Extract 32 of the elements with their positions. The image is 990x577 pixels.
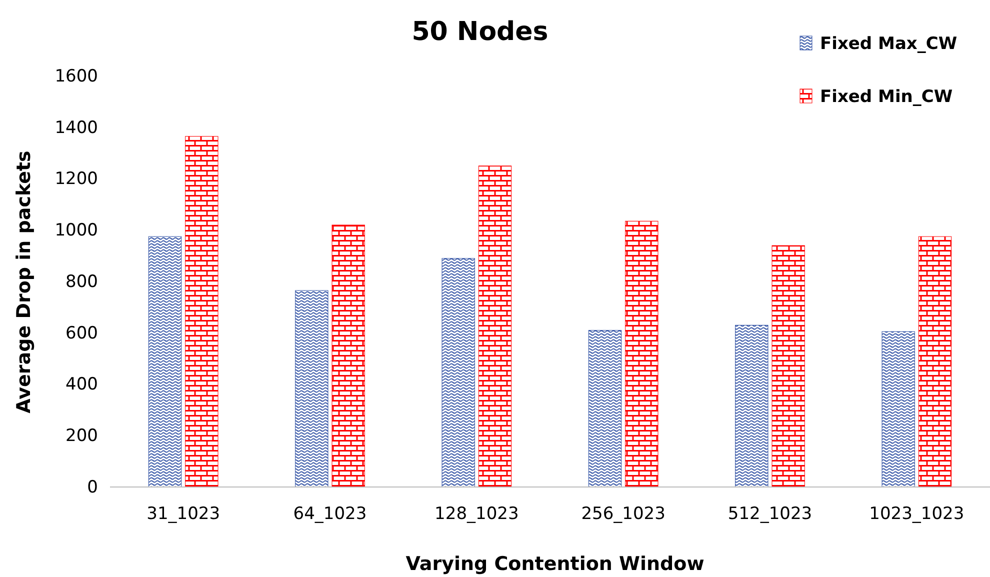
x-tick-label: 512_1023 xyxy=(728,504,812,524)
bar xyxy=(148,236,182,488)
y-tick-label: 200 xyxy=(66,426,98,446)
x-tick-label: 64_1023 xyxy=(293,504,367,524)
y-tick-label: 600 xyxy=(66,323,98,344)
bar xyxy=(478,166,512,488)
bar xyxy=(882,331,915,488)
y-tick-label: 1000 xyxy=(54,220,98,241)
bar xyxy=(332,224,365,488)
y-tick-label: 0 xyxy=(87,477,98,498)
bar xyxy=(735,324,768,488)
legend-label: Fixed Max_CW xyxy=(820,34,958,54)
bar xyxy=(918,236,952,488)
y-tick-label: 1400 xyxy=(54,118,98,138)
bar xyxy=(185,136,218,488)
x-tick-label: 256_1023 xyxy=(581,504,666,524)
bar xyxy=(772,245,805,488)
y-tick-label: 400 xyxy=(66,374,98,395)
x-axis-title: Varying Contention Window xyxy=(406,553,704,575)
x-tick-label: 31_1023 xyxy=(146,504,220,524)
bar xyxy=(588,330,622,488)
bar xyxy=(442,258,475,488)
x-tick-label: 128_1023 xyxy=(434,504,519,524)
y-tick-label: 1200 xyxy=(54,169,98,190)
y-tick-label: 800 xyxy=(66,272,98,292)
y-tick-label: 1600 xyxy=(54,66,98,86)
legend-label: Fixed Min_CW xyxy=(820,87,953,107)
y-axis-title: Average Drop in packets xyxy=(13,150,35,414)
x-tick-label: 1023_1023 xyxy=(869,504,964,524)
chart-title: 50 Nodes xyxy=(412,17,548,47)
bar xyxy=(295,290,328,488)
bar xyxy=(625,220,658,488)
